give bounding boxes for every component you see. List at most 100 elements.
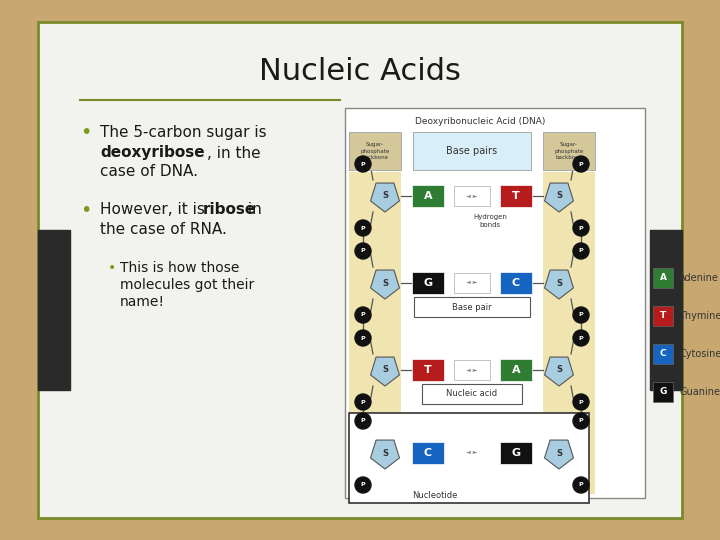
Text: Nucleic acid: Nucleic acid [446, 389, 498, 399]
Text: C: C [512, 278, 520, 288]
Text: S: S [556, 449, 562, 457]
Text: Nucleotide: Nucleotide [413, 490, 458, 500]
FancyBboxPatch shape [349, 172, 401, 494]
Text: S: S [382, 366, 388, 375]
Text: G: G [423, 278, 433, 288]
Circle shape [355, 220, 371, 236]
Text: the case of RNA.: the case of RNA. [100, 222, 227, 238]
Circle shape [355, 156, 371, 172]
Polygon shape [371, 183, 400, 212]
FancyBboxPatch shape [454, 360, 490, 380]
Text: , in the: , in the [207, 145, 261, 160]
Text: G: G [511, 448, 521, 458]
FancyBboxPatch shape [500, 272, 532, 294]
Text: S: S [382, 279, 388, 287]
Text: P: P [361, 418, 365, 423]
FancyBboxPatch shape [412, 359, 444, 381]
Text: ◄ ►: ◄ ► [467, 193, 478, 199]
FancyBboxPatch shape [500, 442, 532, 464]
Circle shape [355, 413, 371, 429]
Text: •: • [80, 200, 91, 219]
Text: T: T [660, 312, 666, 321]
Text: Cytosine: Cytosine [679, 349, 720, 359]
Text: P: P [361, 335, 365, 341]
Text: P: P [579, 483, 583, 488]
Polygon shape [544, 357, 573, 386]
Text: P: P [579, 248, 583, 253]
Text: C: C [424, 448, 432, 458]
Polygon shape [544, 270, 573, 299]
Text: P: P [361, 161, 365, 166]
Text: Deoxyribonucleic Acid (DNA): Deoxyribonucleic Acid (DNA) [415, 118, 545, 126]
Circle shape [573, 330, 589, 346]
Text: G: G [660, 388, 667, 396]
Circle shape [573, 243, 589, 259]
FancyBboxPatch shape [500, 185, 532, 207]
FancyBboxPatch shape [653, 382, 673, 402]
Text: Guanine: Guanine [679, 387, 720, 397]
Polygon shape [371, 357, 400, 386]
Circle shape [573, 220, 589, 236]
Text: Nucleic Acids: Nucleic Acids [259, 57, 461, 86]
FancyBboxPatch shape [500, 359, 532, 381]
FancyBboxPatch shape [412, 185, 444, 207]
Text: S: S [556, 279, 562, 287]
Text: A: A [660, 273, 667, 282]
FancyBboxPatch shape [349, 132, 401, 170]
Circle shape [573, 307, 589, 323]
Text: A: A [512, 365, 521, 375]
Text: name!: name! [120, 295, 165, 309]
FancyBboxPatch shape [454, 186, 490, 206]
Polygon shape [371, 270, 400, 299]
Circle shape [355, 477, 371, 493]
FancyBboxPatch shape [345, 108, 645, 498]
Text: This is how those: This is how those [120, 261, 239, 275]
Polygon shape [544, 183, 573, 212]
Text: P: P [579, 226, 583, 231]
FancyBboxPatch shape [543, 132, 595, 170]
Text: ◄ ►: ◄ ► [467, 280, 478, 286]
FancyBboxPatch shape [454, 273, 490, 293]
Circle shape [573, 477, 589, 493]
Text: P: P [579, 161, 583, 166]
Text: T: T [424, 365, 432, 375]
Text: S: S [382, 192, 388, 200]
Text: P: P [579, 400, 583, 404]
Bar [38, 230, 70, 390]
Text: S: S [382, 449, 388, 457]
Circle shape [355, 394, 371, 410]
Polygon shape [371, 440, 400, 469]
FancyBboxPatch shape [349, 413, 589, 503]
Text: P: P [579, 335, 583, 341]
FancyBboxPatch shape [412, 272, 444, 294]
Text: S: S [556, 192, 562, 200]
Circle shape [573, 156, 589, 172]
Text: Base pairs: Base pairs [446, 146, 498, 156]
Circle shape [355, 243, 371, 259]
FancyBboxPatch shape [653, 268, 673, 288]
Text: C: C [660, 349, 666, 359]
Text: •: • [80, 123, 91, 141]
Text: P: P [361, 400, 365, 404]
FancyBboxPatch shape [454, 443, 490, 463]
Text: molecules got their: molecules got their [120, 278, 254, 292]
Text: Base pair: Base pair [452, 302, 492, 312]
Bar [650, 230, 682, 390]
Text: case of DNA.: case of DNA. [100, 165, 198, 179]
Text: Sugar-
phosphate
backbone: Sugar- phosphate backbone [554, 143, 584, 160]
Circle shape [573, 394, 589, 410]
Text: •: • [108, 261, 116, 275]
Text: P: P [579, 313, 583, 318]
Text: P: P [361, 248, 365, 253]
Text: Adenine: Adenine [679, 273, 719, 283]
FancyBboxPatch shape [422, 384, 522, 404]
Text: S: S [556, 366, 562, 375]
Text: Sugar-
phosphate
backbone: Sugar- phosphate backbone [361, 143, 390, 160]
FancyBboxPatch shape [414, 297, 530, 317]
Polygon shape [544, 440, 573, 469]
Text: P: P [579, 418, 583, 423]
FancyBboxPatch shape [412, 442, 444, 464]
Circle shape [355, 330, 371, 346]
Text: in: in [243, 202, 262, 218]
Text: Thymine: Thymine [679, 311, 720, 321]
